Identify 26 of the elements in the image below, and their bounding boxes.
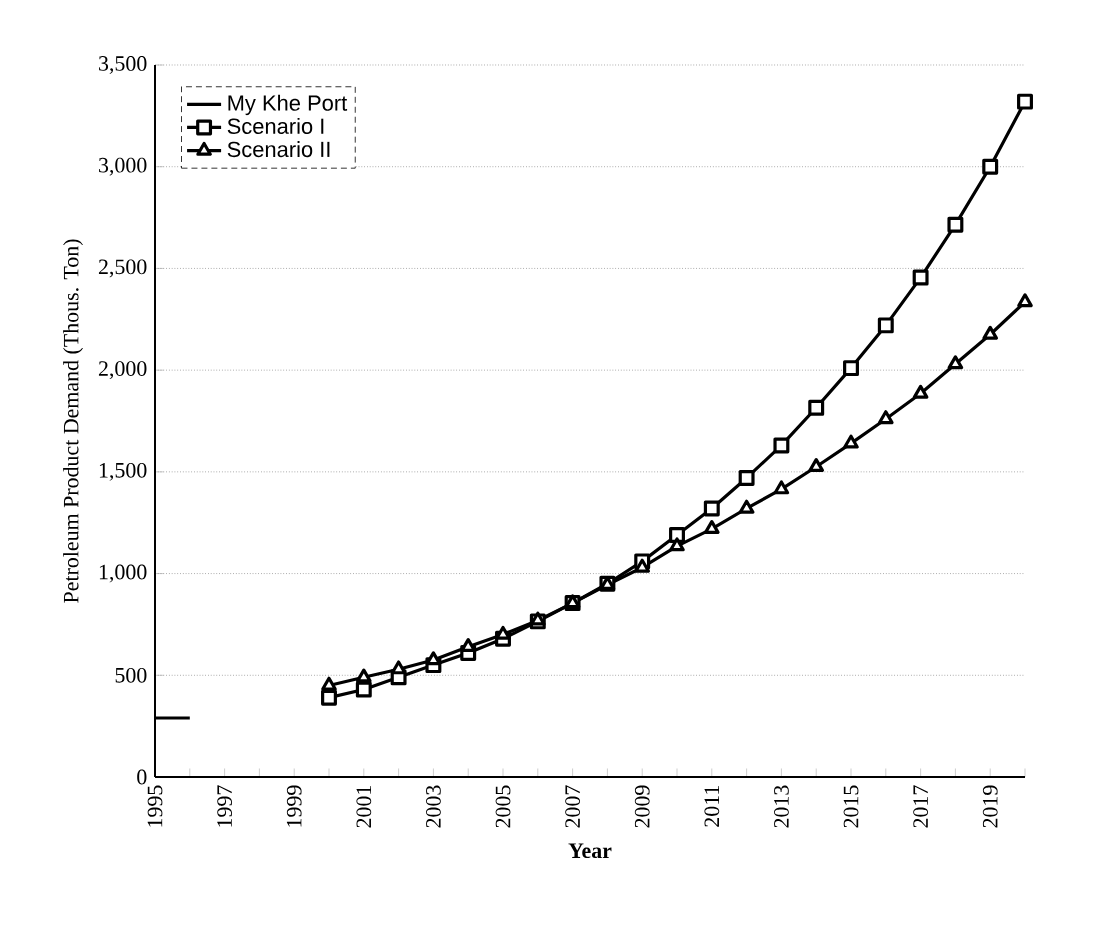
y-tick-label: 0 — [137, 769, 147, 785]
legend-label: My Khe Port — [228, 94, 348, 116]
legend-label: Scenario I — [227, 117, 324, 134]
x-tick-label: 2017 — [913, 785, 929, 828]
x-tick-label: 2015 — [843, 785, 859, 828]
legend-label: Scenario II — [227, 141, 330, 158]
y-tick-label: 1,000 — [99, 564, 147, 583]
y-tick-label: 2,500 — [98, 259, 147, 278]
y-tick-label: 1,500 — [99, 462, 147, 481]
x-tick-label: 2009 — [634, 785, 650, 828]
x-tick-label: 2011 — [704, 786, 720, 827]
y-tick-label: 3,000 — [99, 157, 147, 176]
x-tick-label: 2005 — [495, 785, 511, 828]
y-tick-label: 2,000 — [98, 361, 147, 380]
x-tick-label: 1999 — [286, 785, 302, 827]
y-axis-title: Petroleum Product Demand (Thous. Ton) — [63, 239, 83, 603]
y-tick-label: 500 — [115, 667, 147, 683]
x-tick-label: 2007 — [565, 785, 580, 828]
y-tick-label: 3,500 — [99, 56, 147, 74]
x-tick-label: 2013 — [774, 785, 789, 828]
x-tick-label: 2019 — [982, 785, 998, 828]
x-tick-label: 1997 — [217, 785, 232, 827]
x-tick-label: 1995 — [147, 785, 163, 827]
x-axis-title: Year — [568, 843, 612, 859]
x-tick-label: 2001 — [356, 786, 372, 828]
x-tick-label: 2003 — [426, 785, 441, 828]
